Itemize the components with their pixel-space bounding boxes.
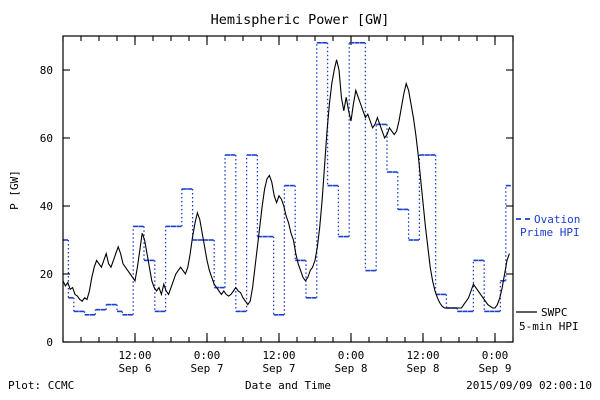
x-tick-label-date: Sep 8 xyxy=(406,362,439,375)
y-axis-label: P [GW] xyxy=(8,170,21,210)
x-tick-label-time: 12:00 xyxy=(406,349,439,362)
x-tick-label-date: Sep 9 xyxy=(478,362,511,375)
legend-ovation-label-line2: Prime HPI xyxy=(520,226,580,239)
legend-swpc-label-line1: SWPC xyxy=(541,306,568,319)
plot-credit: Plot: CCMC xyxy=(8,379,74,392)
plot-frame xyxy=(62,35,514,343)
series-ovation-prime-hpi xyxy=(63,41,512,316)
x-tick-label-date: Sep 6 xyxy=(118,362,151,375)
y-tick-label: 60 xyxy=(40,132,53,145)
legend-ovation-label-line1: Ovation xyxy=(534,213,580,226)
x-tick-label-time: 0:00 xyxy=(338,349,365,362)
x-axis-title: Date and Time xyxy=(245,379,331,392)
timestamp-label: 2015/09/09 02:00:10 xyxy=(466,379,592,392)
x-tick-label-date: Sep 7 xyxy=(190,362,223,375)
x-tick-label-time: 12:00 xyxy=(262,349,295,362)
legend-swpc-label-line2: 5-min HPI xyxy=(519,320,579,333)
y-tick-label: 40 xyxy=(40,200,53,213)
y-axis: 0 20 40 60 80 xyxy=(40,64,513,349)
series-swpc-5min-hpi xyxy=(62,59,510,309)
page-title: Hemispheric Power [GW] xyxy=(211,12,390,28)
x-tick-label-time: 0:00 xyxy=(482,349,509,362)
y-tick-label: 80 xyxy=(40,64,53,77)
x-tick-label-date: Sep 8 xyxy=(334,362,367,375)
y-tick-label: 0 xyxy=(46,336,53,349)
x-tick-label-time: 0:00 xyxy=(194,349,221,362)
x-tick-label-time: 12:00 xyxy=(118,349,151,362)
legend: Ovation Prime HPI SWPC 5-min HPI xyxy=(516,213,580,333)
x-tick-label-date: Sep 7 xyxy=(262,362,295,375)
y-tick-label: 20 xyxy=(40,268,53,281)
